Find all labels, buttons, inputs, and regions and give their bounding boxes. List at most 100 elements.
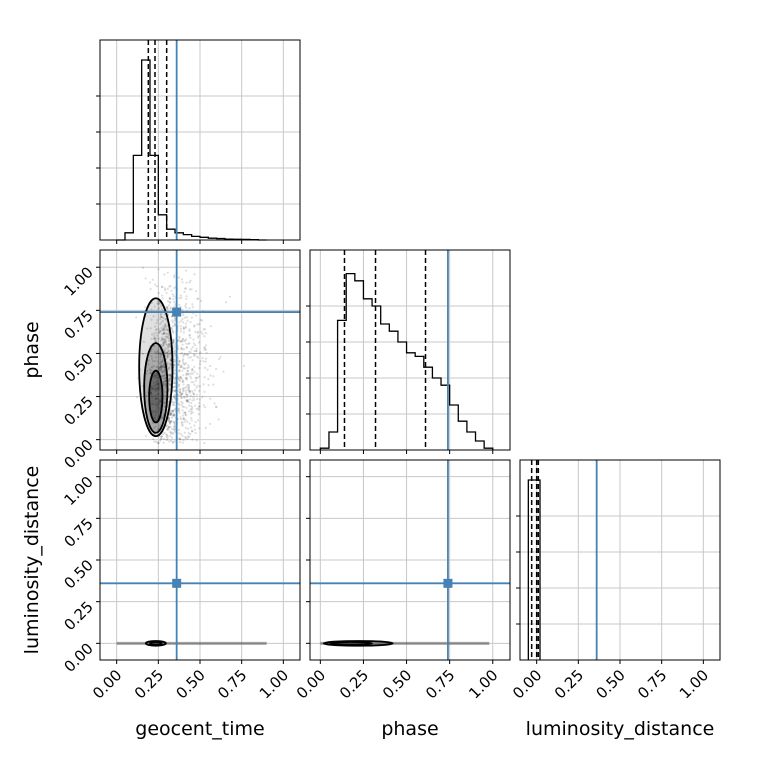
sample-point bbox=[172, 295, 175, 298]
sample-point bbox=[152, 364, 155, 368]
y-tick-label: 0.50 bbox=[60, 556, 96, 592]
contour-line bbox=[138, 297, 174, 438]
sample-point bbox=[169, 434, 172, 438]
sample-point bbox=[161, 416, 164, 419]
sample-point bbox=[172, 339, 175, 343]
sample-point bbox=[193, 383, 196, 386]
sample-point bbox=[180, 400, 183, 403]
sample-point bbox=[177, 407, 181, 410]
sample-point bbox=[167, 351, 170, 354]
sample-point bbox=[153, 427, 156, 430]
sample-point bbox=[173, 390, 176, 393]
sample-point bbox=[198, 375, 201, 378]
sample-point bbox=[184, 413, 187, 416]
sample-point bbox=[177, 384, 180, 387]
sample-point bbox=[151, 402, 154, 405]
sample-point bbox=[173, 440, 176, 443]
sample-point bbox=[153, 337, 157, 340]
sample-point bbox=[163, 376, 166, 380]
sample-point bbox=[154, 388, 158, 391]
sample-point bbox=[187, 389, 190, 392]
sample-point bbox=[197, 341, 201, 344]
sample-point bbox=[196, 336, 200, 339]
sample-point bbox=[162, 363, 166, 366]
sample-point bbox=[181, 421, 184, 424]
sample-point bbox=[150, 308, 153, 311]
sample-point bbox=[173, 424, 176, 427]
sample-point bbox=[195, 355, 198, 358]
sample-point bbox=[160, 365, 163, 368]
sample-point bbox=[167, 345, 170, 348]
sample-point bbox=[179, 327, 183, 330]
sample-point bbox=[173, 274, 176, 277]
sample-point bbox=[157, 386, 160, 389]
sample-point bbox=[184, 362, 188, 365]
sample-point bbox=[189, 394, 192, 397]
sample-point bbox=[181, 317, 184, 320]
sample-point bbox=[209, 374, 212, 377]
sample-point bbox=[198, 322, 201, 326]
sample-point bbox=[167, 336, 170, 339]
sample-point bbox=[144, 306, 147, 309]
sample-point bbox=[164, 323, 167, 327]
sample-point bbox=[185, 295, 188, 298]
sample-point bbox=[155, 380, 158, 384]
sample-point bbox=[173, 413, 176, 417]
sample-point bbox=[158, 366, 161, 369]
sample-point bbox=[189, 408, 192, 411]
sample-point bbox=[184, 436, 187, 440]
sample-point bbox=[150, 402, 153, 405]
sample-point bbox=[159, 366, 163, 369]
sample-point bbox=[169, 374, 172, 377]
sample-point bbox=[181, 405, 184, 408]
sample-point bbox=[209, 422, 212, 425]
sample-point bbox=[228, 295, 231, 298]
sample-point bbox=[192, 393, 196, 396]
sample-point bbox=[203, 335, 206, 338]
sample-point bbox=[156, 397, 159, 400]
sample-point bbox=[153, 374, 156, 378]
sample-point bbox=[167, 366, 170, 370]
sample-point bbox=[181, 359, 184, 362]
sample-point bbox=[178, 360, 181, 363]
sample-point bbox=[151, 360, 154, 363]
sample-point bbox=[181, 392, 184, 395]
sample-point bbox=[187, 383, 190, 387]
sample-point bbox=[173, 425, 177, 428]
sample-point bbox=[191, 369, 194, 372]
sample-point bbox=[182, 390, 185, 393]
sample-point bbox=[180, 319, 183, 322]
sample-point bbox=[153, 374, 156, 377]
sample-point bbox=[159, 358, 162, 361]
sample-point bbox=[164, 322, 167, 325]
sample-point bbox=[172, 395, 175, 398]
sample-point bbox=[174, 381, 177, 385]
sample-point bbox=[182, 355, 185, 358]
sample-point bbox=[168, 419, 171, 423]
sample-point bbox=[157, 387, 160, 390]
sample-point bbox=[163, 339, 166, 342]
sample-point bbox=[188, 281, 191, 284]
sample-point bbox=[202, 383, 205, 386]
sample-point bbox=[182, 326, 185, 330]
sample-point bbox=[155, 351, 159, 354]
sample-point bbox=[168, 285, 171, 288]
sample-point bbox=[161, 432, 165, 436]
sample-point bbox=[163, 289, 167, 292]
sample-point bbox=[185, 400, 189, 403]
sample-point bbox=[169, 377, 172, 380]
sample-point bbox=[181, 380, 184, 383]
sample-point bbox=[173, 425, 176, 428]
sample-point bbox=[183, 396, 186, 399]
sample-point bbox=[209, 397, 212, 400]
sample-point bbox=[182, 374, 185, 377]
sample-point bbox=[160, 336, 164, 339]
sample-point bbox=[179, 394, 182, 397]
sample-point bbox=[187, 431, 190, 435]
sample-point bbox=[182, 313, 185, 317]
sample-point bbox=[189, 279, 192, 282]
scatter-panel-geocent_time_vs_phase bbox=[96, 249, 301, 454]
y-axis-title-phase: phase bbox=[21, 321, 43, 378]
sample-point bbox=[169, 413, 172, 416]
sample-point bbox=[163, 391, 167, 394]
